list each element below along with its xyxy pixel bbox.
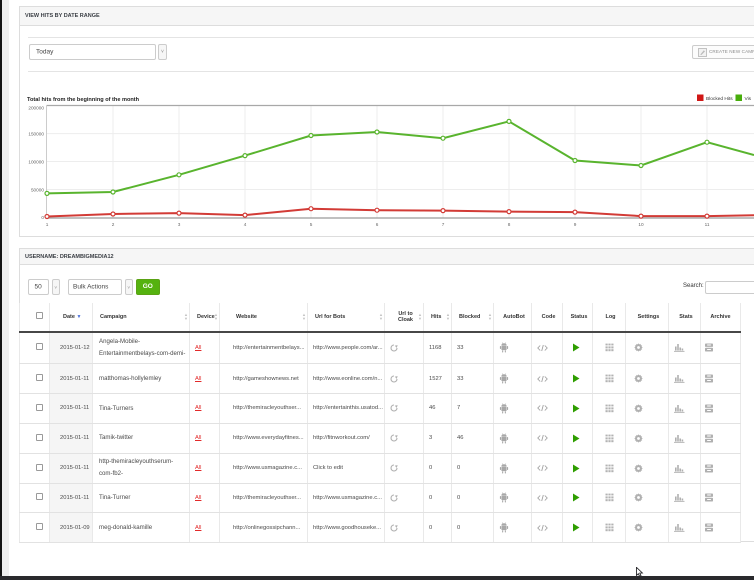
svg-text:9: 9: [574, 222, 577, 227]
svg-text:50000: 50000: [31, 188, 44, 193]
svg-text:200000: 200000: [28, 106, 44, 111]
svg-text:2: 2: [112, 222, 115, 227]
svg-text:1: 1: [46, 222, 49, 227]
svg-text:Total hits from the beginning: Total hits from the beginning of the mon…: [27, 97, 140, 103]
svg-text:8: 8: [508, 222, 511, 227]
svg-text:6: 6: [376, 222, 379, 227]
svg-text:0: 0: [41, 215, 44, 220]
svg-text:10: 10: [638, 222, 644, 227]
svg-text:11: 11: [705, 222, 710, 227]
svg-text:Vis: Vis: [745, 96, 752, 102]
svg-text:4: 4: [244, 222, 247, 227]
svg-text:150000: 150000: [28, 132, 44, 137]
svg-text:100000: 100000: [28, 160, 44, 165]
svg-text:5: 5: [310, 222, 313, 227]
svg-text:3: 3: [178, 222, 181, 227]
svg-text:7: 7: [442, 222, 445, 227]
svg-text:Blocked Hits: Blocked Hits: [706, 96, 733, 102]
